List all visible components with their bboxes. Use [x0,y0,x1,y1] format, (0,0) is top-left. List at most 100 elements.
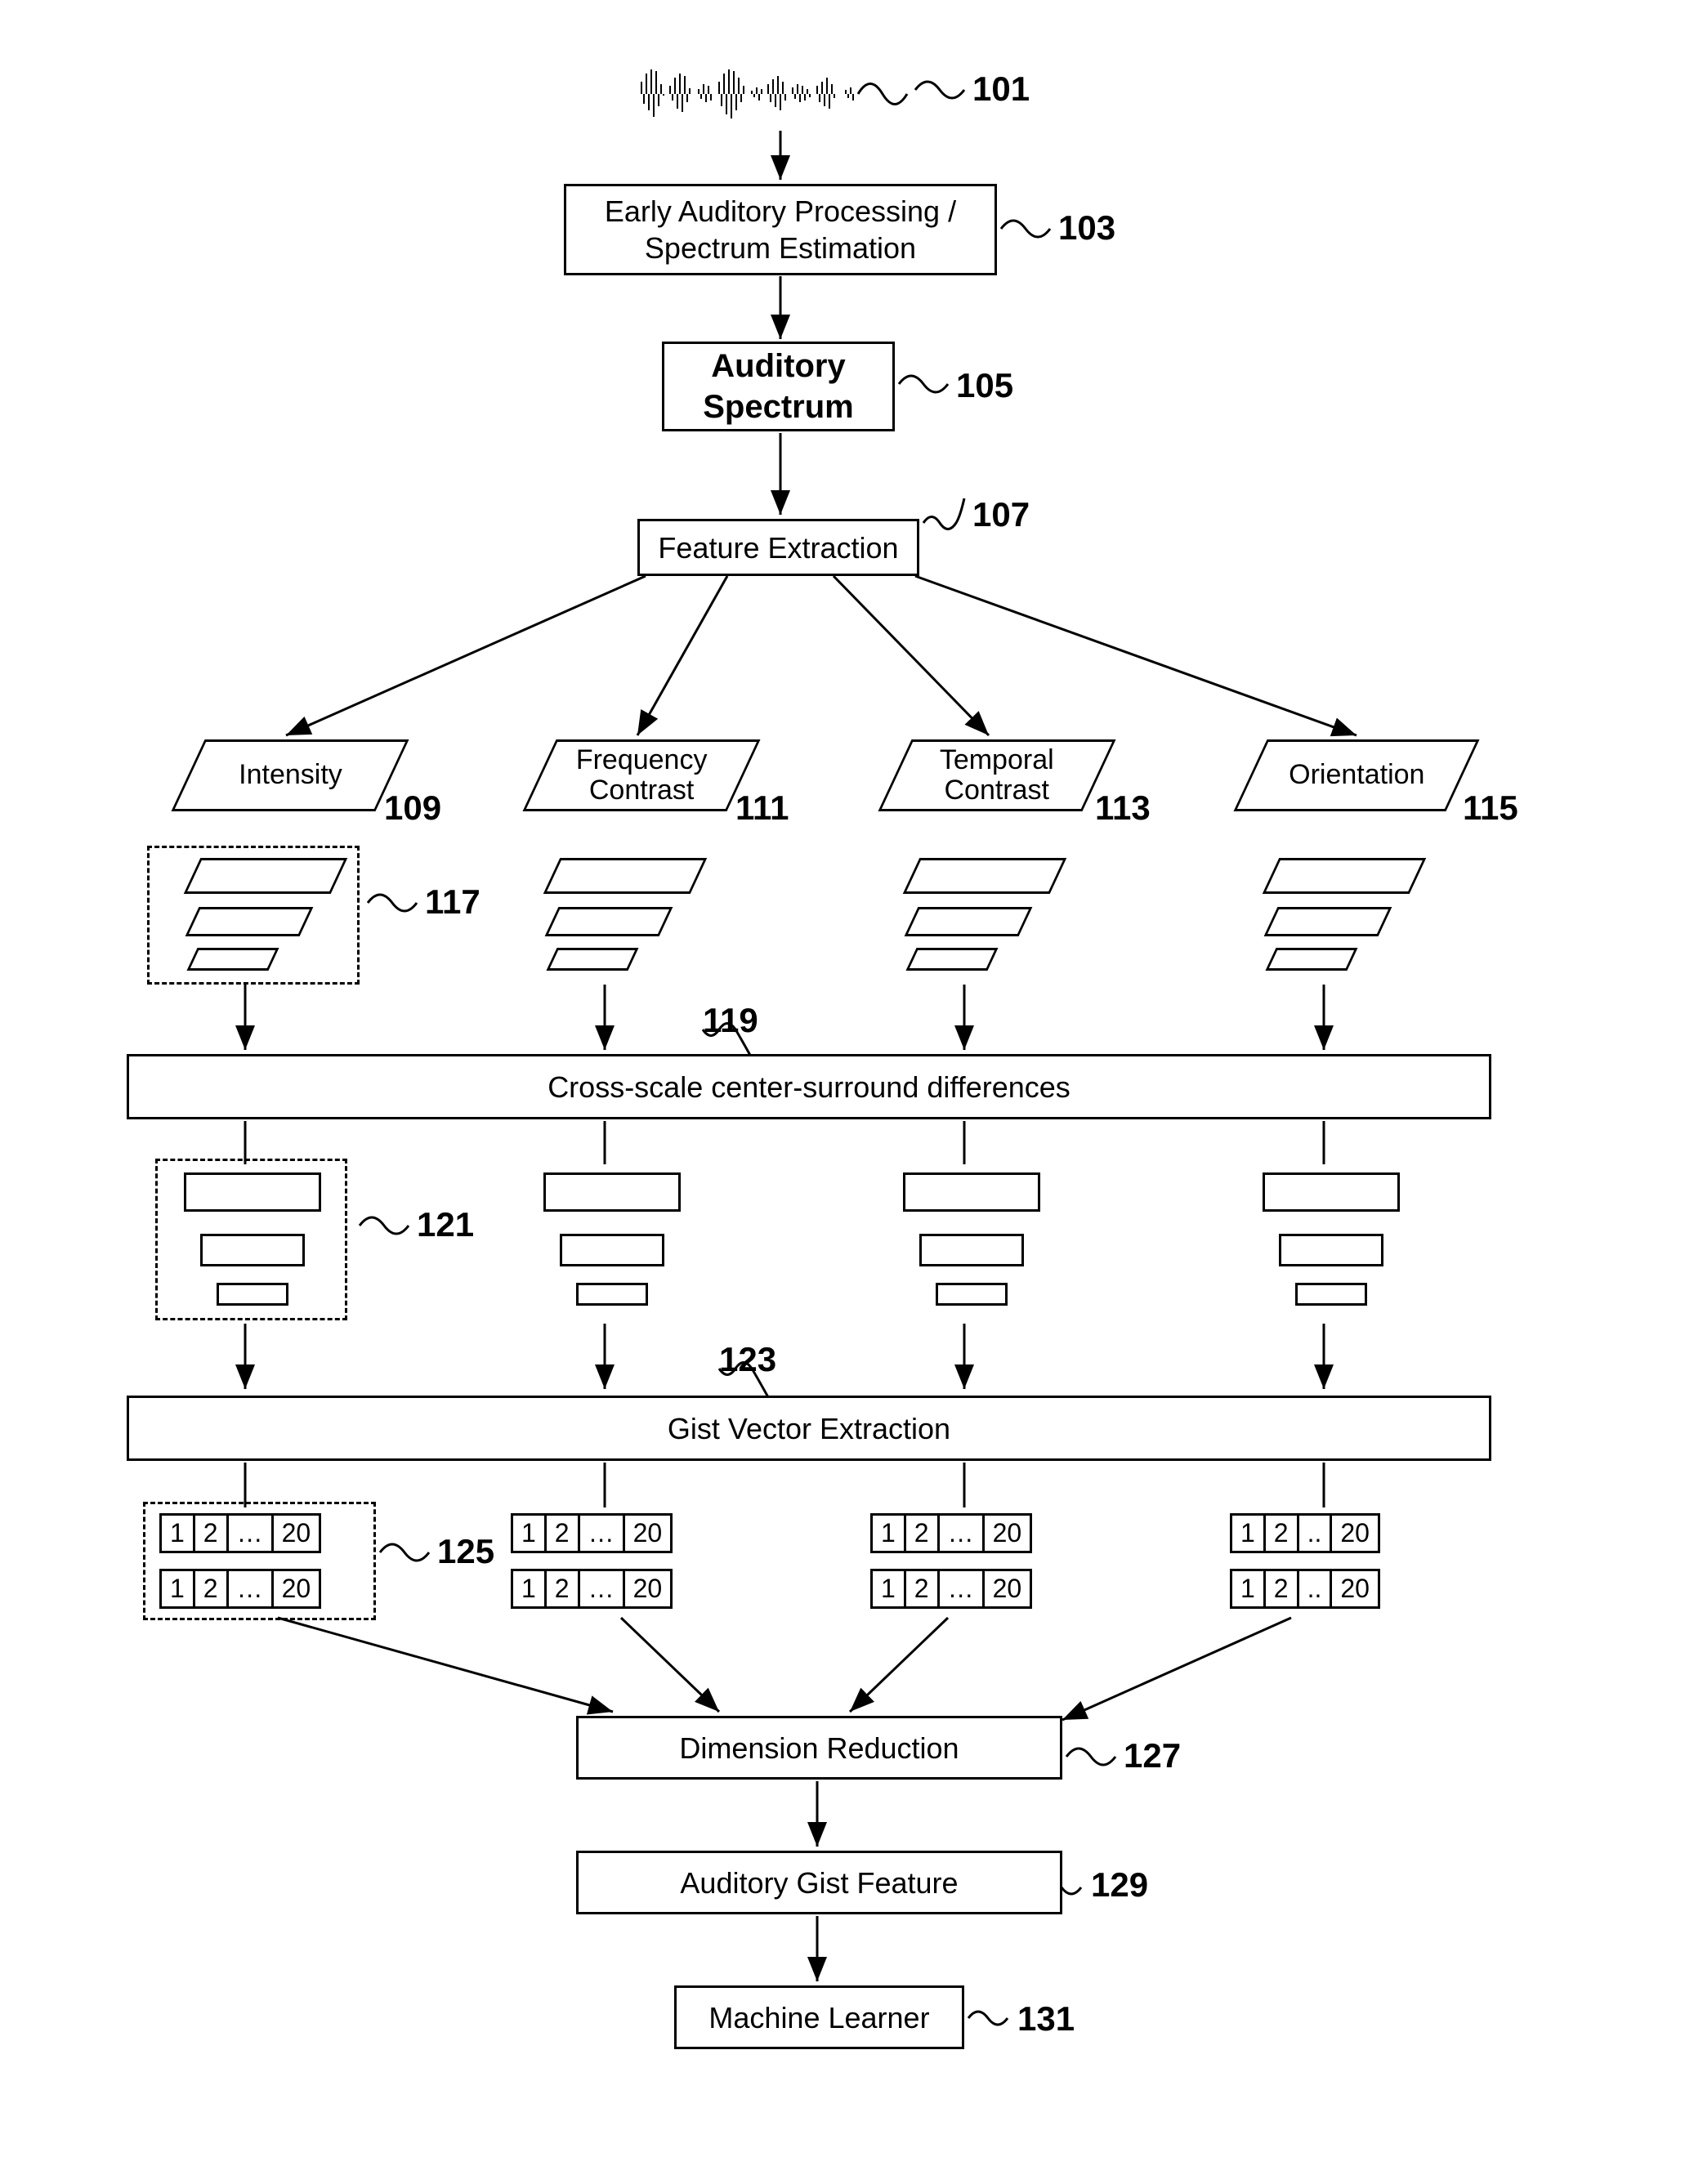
flowchart-root: 101 Early Auditory Processing /Spectrum … [16,16,1694,2168]
map-layer [543,1172,681,1212]
node-text: Dimension Reduction [679,1730,959,1766]
pyramid-layer [1264,907,1392,936]
pyramid-layer [905,907,1033,936]
vcell: 1 [873,1571,906,1606]
map-layer [919,1234,1024,1266]
label-129: 129 [1091,1865,1148,1905]
pyramid-layer [185,907,314,936]
map-layer [184,1172,321,1212]
gist-vector: 1 2 … 20 [511,1569,673,1609]
label-123: 123 [719,1340,776,1379]
node-machine-learner: Machine Learner [674,1985,964,2049]
label-109: 109 [384,788,441,828]
vcell: 2 [906,1516,940,1551]
node-orientation: Orientation [1233,739,1479,811]
vcell: 1 [162,1516,195,1551]
node-text: Feature Extraction [658,529,898,566]
map-layer [217,1283,288,1306]
label-103: 103 [1058,208,1115,248]
vcell: 2 [547,1516,580,1551]
vcell: … [940,1571,985,1606]
vcell: 2 [547,1571,580,1606]
node-dimension-reduction: Dimension Reduction [576,1716,1062,1780]
vcell: 1 [873,1516,906,1551]
node-text: Cross-scale center-surround differences [548,1069,1070,1105]
gist-vector: 1 2 … 20 [511,1513,673,1553]
label-127: 127 [1124,1736,1181,1775]
vcell: … [229,1571,274,1606]
map-layer [1263,1172,1400,1212]
vcell: 2 [1266,1571,1299,1606]
waveform-icon [637,61,915,127]
pyramid-layer [1265,948,1357,971]
map-layer [576,1283,648,1306]
node-text: AuditorySpectrum [703,346,854,427]
vcell: .. [1299,1516,1333,1551]
gist-vector: 1 2 .. 20 [1230,1513,1380,1553]
vcell: 20 [274,1516,320,1551]
pyramid-layer [543,858,708,894]
map-layer [1295,1283,1367,1306]
label-121: 121 [417,1205,474,1244]
node-frequency-contrast: FrequencyContrast [522,739,760,811]
pyramid-layer [905,948,998,971]
node-auditory-gist-feature: Auditory Gist Feature [576,1851,1062,1914]
map-layer [936,1283,1008,1306]
node-text: Intensity [239,760,342,790]
vcell: 1 [513,1571,547,1606]
node-text: Gist Vector Extraction [668,1410,950,1447]
pyramid-layer [903,858,1067,894]
gist-vector: 1 2 … 20 [870,1569,1032,1609]
label-119: 119 [703,1001,758,1040]
label-107: 107 [972,495,1030,534]
map-layer [560,1234,664,1266]
gist-vector: 1 2 … 20 [870,1513,1032,1553]
map-layer [1279,1234,1383,1266]
label-115: 115 [1463,788,1518,828]
node-text: FrequencyContrast [576,745,708,806]
node-text: TemporalContrast [940,745,1054,806]
vcell: … [229,1516,274,1551]
vcell: 20 [625,1571,671,1606]
map-layer [903,1172,1040,1212]
vcell: 2 [906,1571,940,1606]
vcell: 20 [274,1571,320,1606]
vcell: 2 [195,1571,229,1606]
node-temporal-contrast: TemporalContrast [878,739,1115,811]
node-feature-extraction: Feature Extraction [637,519,919,576]
vcell: 1 [162,1571,195,1606]
pyramid-layer [546,948,638,971]
vcell: 1 [513,1516,547,1551]
node-text: Machine Learner [708,1999,929,2036]
pyramid-layer [184,858,348,894]
label-113: 113 [1095,788,1151,828]
vcell: … [940,1516,985,1551]
pyramid-layer [545,907,673,936]
vcell: 20 [1332,1516,1378,1551]
label-105: 105 [956,366,1013,405]
gist-vector: 1 2 .. 20 [1230,1569,1380,1609]
vcell: 2 [195,1516,229,1551]
label-117: 117 [425,882,480,922]
node-early-auditory: Early Auditory Processing /Spectrum Esti… [564,184,997,275]
node-intensity: Intensity [171,739,409,811]
gist-vector: 1 2 … 20 [159,1569,321,1609]
pyramid-layer [186,948,279,971]
map-layer [200,1234,305,1266]
node-text: Early Auditory Processing /Spectrum Esti… [605,193,956,266]
vcell: 20 [625,1516,671,1551]
label-101: 101 [972,69,1030,109]
vcell: 20 [1332,1571,1378,1606]
vcell: 1 [1232,1516,1266,1551]
label-111: 111 [735,788,789,828]
vcell: … [580,1571,625,1606]
vcell: 20 [985,1516,1030,1551]
vcell: 1 [1232,1571,1266,1606]
pyramid-layer [1263,858,1427,894]
node-cross-scale: Cross-scale center-surround differences [127,1054,1491,1119]
vcell: … [580,1516,625,1551]
node-text: Auditory Gist Feature [680,1865,958,1901]
node-auditory-spectrum: AuditorySpectrum [662,342,895,431]
node-text: Orientation [1289,760,1424,790]
node-gist-vector-extraction: Gist Vector Extraction [127,1396,1491,1461]
